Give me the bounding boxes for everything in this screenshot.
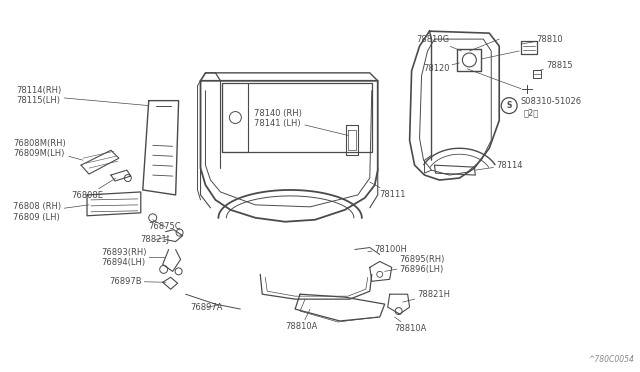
Text: 76808M(RH)
76809M(LH): 76808M(RH) 76809M(LH): [13, 139, 83, 160]
Text: ^780C0054: ^780C0054: [588, 355, 634, 364]
Text: 78114(RH)
78115(LH): 78114(RH) 78115(LH): [17, 86, 148, 106]
Text: 78114: 78114: [476, 161, 523, 170]
Text: 78120: 78120: [423, 63, 460, 73]
Text: 78821J: 78821J: [141, 235, 170, 244]
Text: 76875C: 76875C: [148, 220, 181, 231]
Text: 78140 (RH)
78141 (LH): 78140 (RH) 78141 (LH): [254, 109, 348, 135]
Text: 76808E: 76808E: [71, 178, 116, 201]
Text: S: S: [506, 101, 512, 110]
Text: S08310-51026: S08310-51026: [520, 97, 581, 106]
Text: 78815: 78815: [537, 61, 573, 71]
Text: 76808 (RH)
76809 (LH): 76808 (RH) 76809 (LH): [13, 202, 89, 221]
Text: 76897A: 76897A: [191, 302, 223, 312]
Text: 78810A: 78810A: [395, 317, 427, 333]
Text: 〈2〉: 〈2〉: [523, 108, 538, 117]
Text: 78111: 78111: [370, 182, 406, 199]
Text: 78810: 78810: [521, 35, 563, 44]
Text: 76895(RH)
76896(LH): 76895(RH) 76896(LH): [385, 255, 445, 274]
Text: 78100H: 78100H: [368, 245, 408, 254]
Text: 76893(RH)
76894(LH): 76893(RH) 76894(LH): [101, 248, 166, 267]
Text: 78821H: 78821H: [403, 290, 451, 302]
Text: 76897B: 76897B: [109, 277, 166, 286]
Text: 78810A: 78810A: [285, 309, 317, 331]
Text: 78810G: 78810G: [416, 35, 461, 51]
